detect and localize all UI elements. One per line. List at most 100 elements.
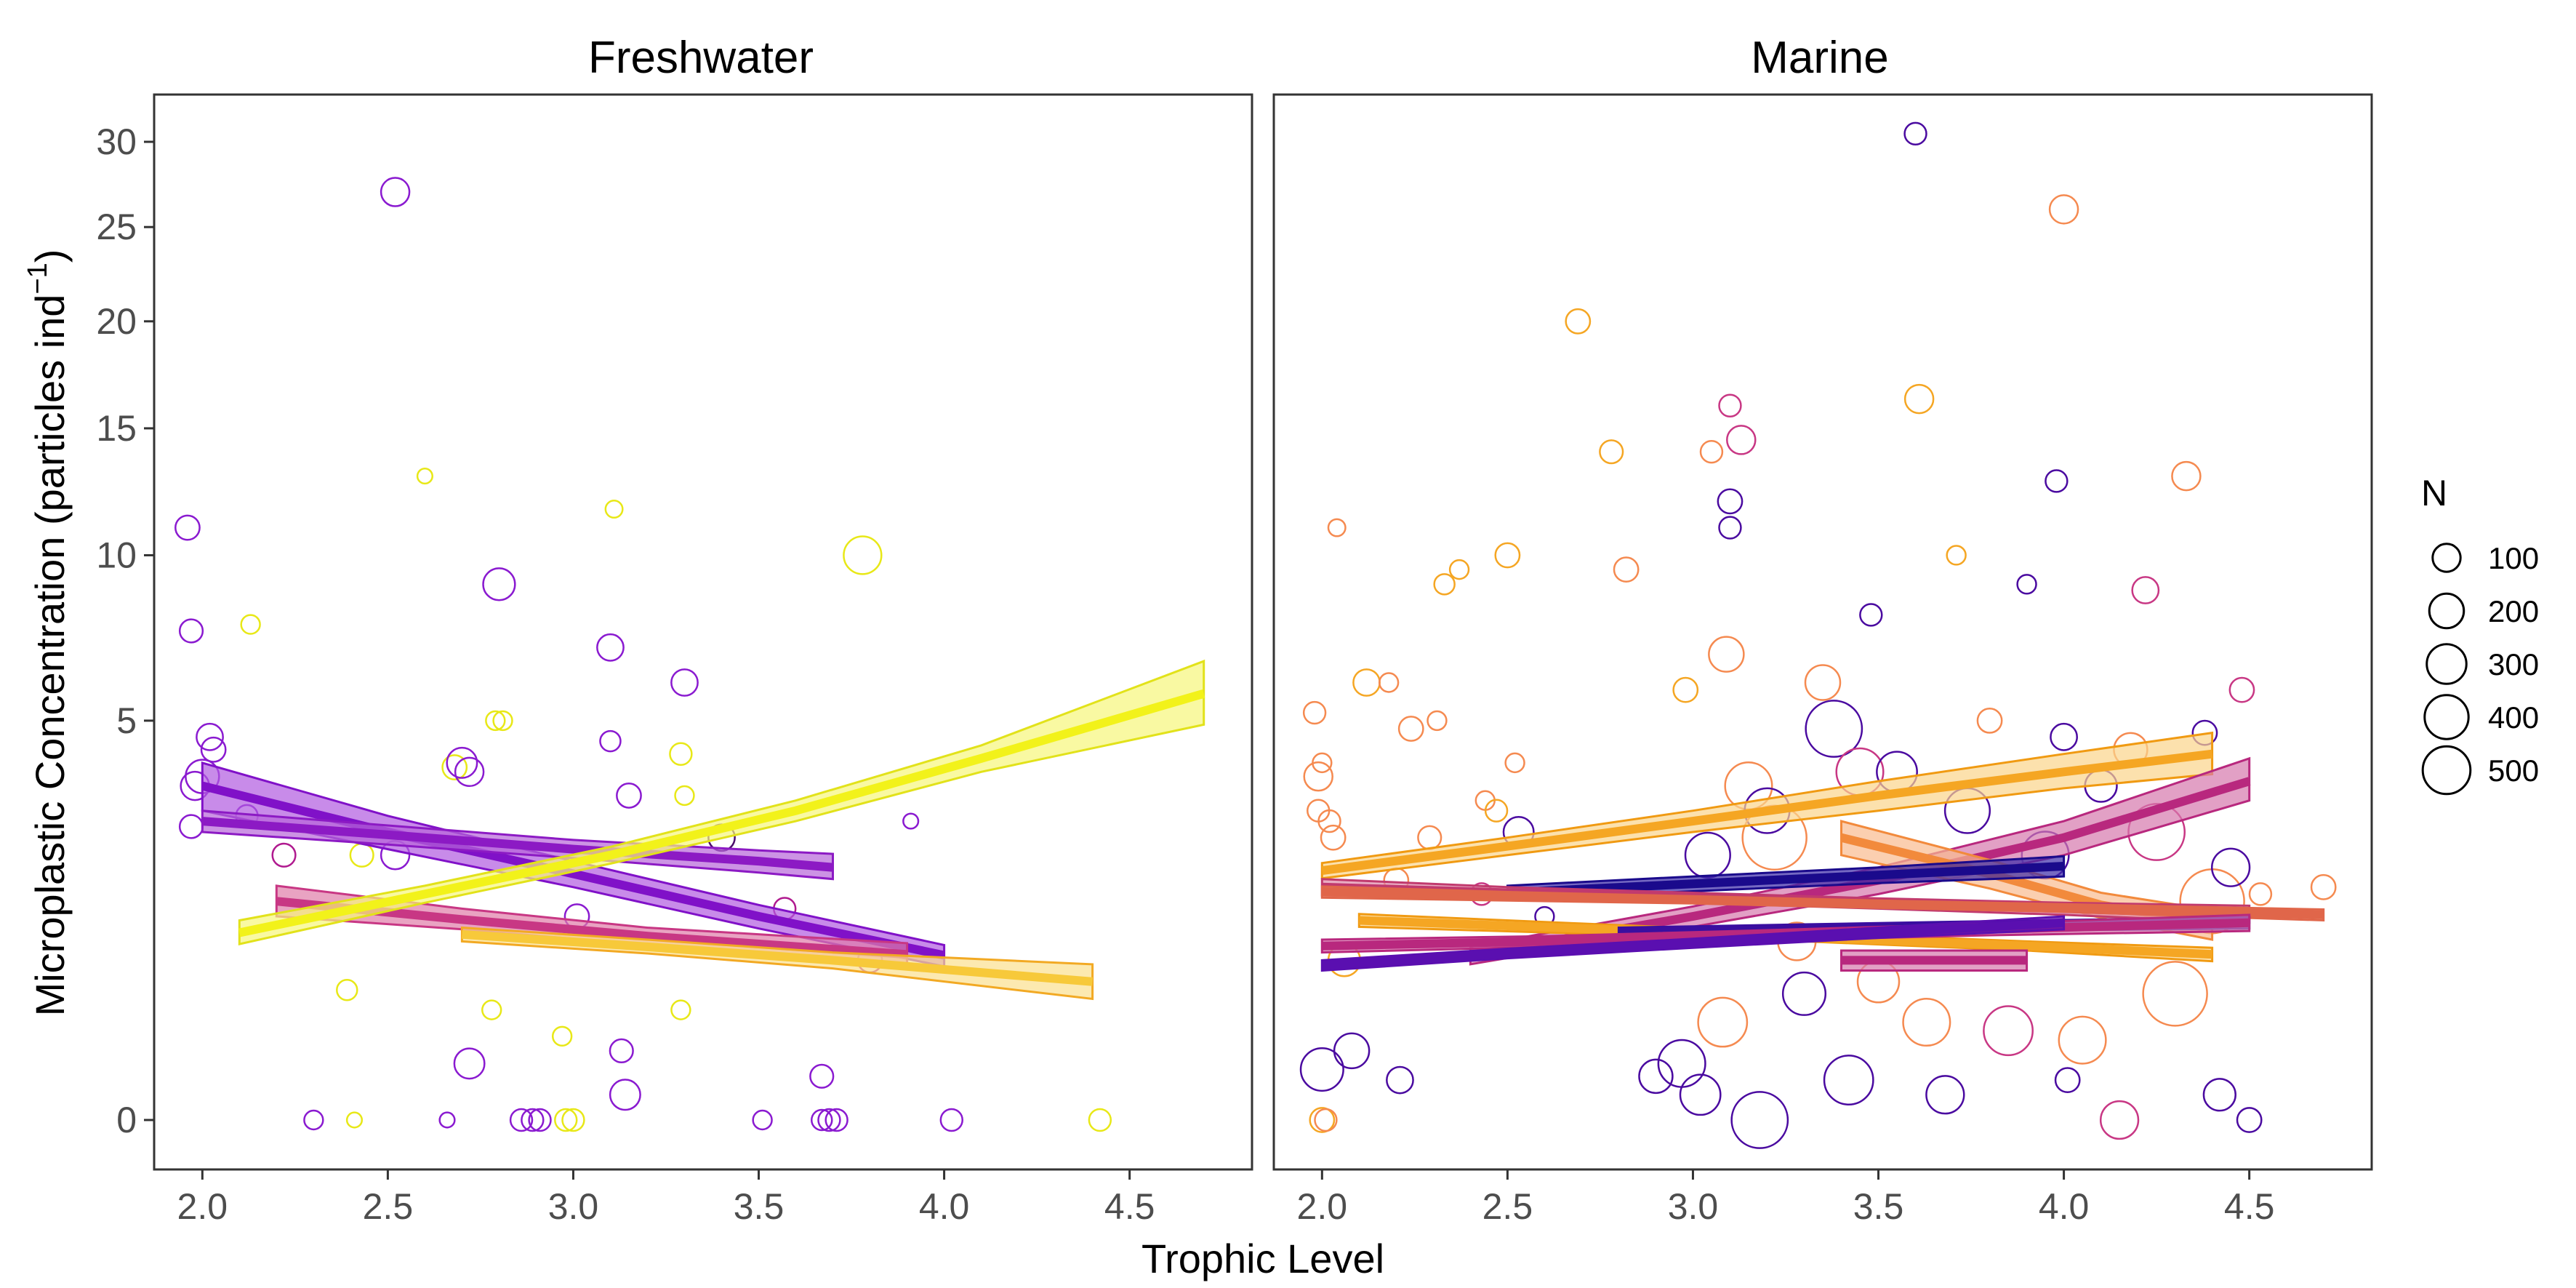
- data-point: [2248, 882, 2273, 906]
- data-point: [528, 1108, 552, 1132]
- data-point: [1504, 752, 1525, 774]
- data-point: [817, 1108, 841, 1132]
- data-point: [174, 514, 201, 541]
- data-point: [1317, 809, 1341, 833]
- data-point: [1303, 761, 1333, 792]
- data-point: [1804, 664, 1842, 701]
- panel-frame-freshwater: [153, 93, 1253, 1171]
- panel-title-marine: Marine: [1751, 33, 1889, 83]
- data-point: [2171, 460, 2202, 492]
- legend-size-label: 400: [2488, 700, 2539, 735]
- x-tick-label: 4.5: [1104, 1186, 1155, 1227]
- data-point: [843, 535, 883, 575]
- y-tick-label: 0: [116, 1100, 137, 1140]
- y-axis-title-superscript: −1: [23, 263, 53, 294]
- data-point: [670, 999, 691, 1020]
- x-tick-label: 2.5: [1482, 1186, 1533, 1227]
- data-point: [1718, 393, 1742, 417]
- data-point: [1327, 518, 1347, 537]
- data-point: [599, 729, 622, 753]
- y-axis-title: Microplastic Concentration (particles in…: [23, 249, 73, 1017]
- data-point: [2016, 574, 2037, 595]
- data-point: [1726, 425, 1757, 455]
- data-point: [2048, 194, 2079, 225]
- legend-size-key: [2423, 694, 2470, 740]
- x-tick-label: 4.0: [2039, 1186, 2090, 1227]
- data-point: [1946, 545, 1967, 566]
- data-point: [2236, 1107, 2263, 1133]
- x-tick-label: 3.5: [1853, 1186, 1904, 1227]
- data-point: [2142, 961, 2208, 1027]
- data-point: [1378, 672, 1400, 693]
- data-point: [1717, 488, 1744, 515]
- fitted-line: [1321, 918, 2064, 970]
- data-point: [380, 177, 411, 207]
- data-point: [2058, 1015, 2107, 1065]
- legend-size-label: 100: [2488, 541, 2539, 575]
- data-point: [200, 736, 227, 763]
- data-point: [810, 1108, 833, 1132]
- data-point: [1312, 752, 1333, 774]
- data-point: [303, 1109, 324, 1131]
- x-tick-label: 2.5: [363, 1186, 414, 1227]
- data-point: [670, 668, 699, 697]
- fitted-line: [461, 929, 1094, 986]
- data-point: [509, 1108, 534, 1132]
- data-point: [1718, 516, 1742, 540]
- y-tick-label: 10: [96, 535, 137, 575]
- data-point: [1902, 997, 1951, 1047]
- fitted-line: [201, 781, 945, 960]
- data-point: [1302, 700, 1327, 725]
- data-point: [824, 1108, 848, 1132]
- data-point: [1397, 716, 1424, 742]
- data-point: [596, 633, 625, 662]
- data-point: [674, 785, 695, 807]
- data-point: [481, 999, 502, 1020]
- data-point: [551, 1025, 573, 1047]
- data-point: [1427, 710, 1448, 732]
- y-tick-label: 25: [96, 207, 137, 247]
- data-point: [2054, 1067, 2081, 1093]
- axes: 0 5 10 15 20 25 30 2.0 2.5 3.0 3.5 4.0 4.5 2.0 2.5 3.0 3…: [96, 121, 2274, 1227]
- data-point: [1484, 799, 1509, 823]
- data-point: [1679, 1073, 1722, 1116]
- data-point: [1613, 556, 1640, 583]
- data-point: [1448, 559, 1470, 580]
- legend-size-key: [2428, 592, 2465, 630]
- x-tick-label: 4.5: [2224, 1186, 2275, 1227]
- data-point: [2210, 847, 2251, 887]
- data-point: [1699, 439, 1724, 464]
- data-point: [604, 500, 624, 519]
- panel-frame-marine: [1272, 93, 2373, 1171]
- x-tick-label: 3.5: [734, 1186, 785, 1227]
- data-point: [1672, 676, 1699, 703]
- data-point: [521, 1108, 545, 1132]
- data-point: [485, 710, 506, 732]
- data-point: [271, 842, 297, 868]
- data-point: [1088, 1108, 1112, 1132]
- fitted-line: [1322, 887, 2324, 919]
- data-point: [1805, 700, 1863, 758]
- data-point: [752, 1109, 773, 1131]
- data-point: [554, 1108, 578, 1132]
- data-point: [1299, 1047, 1344, 1092]
- data-point: [2045, 469, 2069, 493]
- data-point: [902, 812, 920, 830]
- data-point: [561, 1108, 585, 1132]
- fitted-line: [238, 689, 1205, 937]
- data-point: [1859, 603, 1883, 627]
- data-point: [1983, 1005, 2034, 1057]
- legend-size-key: [2425, 643, 2468, 685]
- y-tick-label: 5: [116, 700, 137, 741]
- data-point: [669, 742, 693, 766]
- data-point: [2202, 1078, 2236, 1112]
- data-point: [1565, 308, 1592, 335]
- data-point: [1333, 1032, 1371, 1070]
- x-tick-label: 3.0: [1668, 1186, 1719, 1227]
- data-point: [1494, 542, 1521, 569]
- x-tick-label: 2.0: [1297, 1186, 1348, 1227]
- data-point: [178, 618, 204, 644]
- data-point: [2099, 1100, 2140, 1140]
- fitted-line: [201, 817, 834, 872]
